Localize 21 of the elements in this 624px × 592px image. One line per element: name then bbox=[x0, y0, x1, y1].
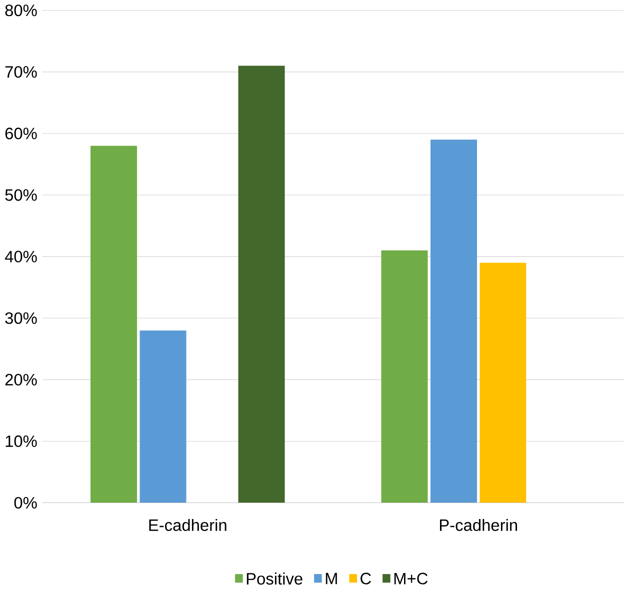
y-tick-label: 30% bbox=[5, 312, 37, 324]
legend-label: Positive bbox=[246, 572, 302, 585]
bar bbox=[238, 66, 285, 503]
legend-label: M+C bbox=[394, 572, 428, 584]
x-tick-label: E-cadherin bbox=[149, 518, 226, 531]
bar bbox=[140, 330, 186, 503]
bar bbox=[381, 250, 428, 503]
y-tick-label: 50% bbox=[5, 189, 37, 201]
y-tick-label: 60% bbox=[5, 128, 37, 140]
bar bbox=[430, 140, 477, 503]
legend-label: C bbox=[360, 572, 371, 584]
y-tick-label: 80% bbox=[5, 4, 37, 16]
y-tick-label: 0% bbox=[14, 496, 37, 509]
x-tick-label: P-cadherin bbox=[440, 518, 518, 531]
bar bbox=[90, 146, 138, 503]
legend-label: M bbox=[326, 572, 337, 584]
y-tick-label: 40% bbox=[4, 250, 37, 262]
bar bbox=[480, 262, 526, 503]
y-tick-label: 70% bbox=[5, 66, 37, 78]
y-tick-label: 10% bbox=[6, 435, 37, 448]
y-tick-label: 20% bbox=[5, 374, 37, 386]
